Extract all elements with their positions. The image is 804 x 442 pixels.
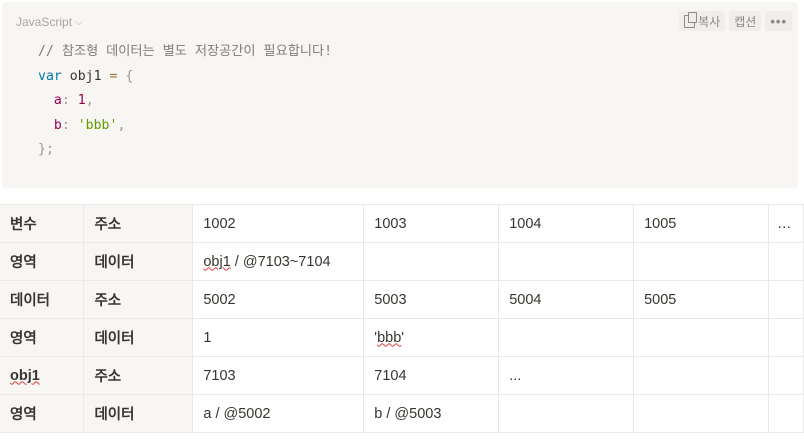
table-cell[interactable] <box>498 242 635 281</box>
table-cell[interactable]: 데이터 <box>83 318 194 357</box>
language-selector[interactable]: JavaScript ⌵ <box>16 15 83 29</box>
table-cell[interactable]: obj1 / @7103~7104 <box>192 242 365 281</box>
table-row: 영역 데이터 a / @5002 b / @5003 <box>0 394 804 433</box>
table-cell[interactable] <box>767 394 804 433</box>
cell-text: ' <box>401 329 405 346</box>
table-cell[interactable] <box>498 394 635 433</box>
code-comment: // 참조형 데이터는 별도 저장공간이 필요합니다! <box>38 44 333 59</box>
table-cell[interactable] <box>498 318 635 357</box>
table-cell[interactable]: 5005 <box>633 280 769 319</box>
code-content[interactable]: // 참조형 데이터는 별도 저장공간이 필요합니다! var obj1 = {… <box>38 40 332 163</box>
cell-text: obj1 <box>10 367 40 384</box>
table-cell[interactable]: 'bbb' <box>363 318 500 357</box>
table-cell[interactable]: 1003 <box>363 204 500 243</box>
table-row: 영역 데이터 obj1 / @7103~7104 <box>0 242 804 281</box>
chevron-down-icon: ⌵ <box>75 16 83 28</box>
table-cell[interactable]: 1005 <box>633 204 769 243</box>
table-cell[interactable]: 영역 <box>0 242 85 281</box>
table-cell[interactable]: b / @5003 <box>363 394 500 433</box>
table-cell[interactable]: a / @5002 <box>192 394 365 433</box>
table-cell[interactable]: 1 <box>192 318 365 357</box>
caption-label: 캡션 <box>734 14 757 29</box>
table-cell[interactable] <box>633 394 769 433</box>
table-cell[interactable]: 데이터 <box>83 394 194 433</box>
code-punctuation: : <box>61 117 70 133</box>
table-cell[interactable]: 5003 <box>363 280 500 319</box>
memory-table: 변수 주소 1002 1003 1004 1005 … 영역 데이터 obj1 … <box>0 204 804 433</box>
more-options-icon[interactable]: ••• <box>765 11 792 31</box>
code-block[interactable]: JavaScript ⌵ 복사 캡션 ••• // 참조형 데이터는 별도 저장… <box>2 2 798 188</box>
code-punctuation: , <box>85 93 94 109</box>
code-keyword: var <box>38 68 62 84</box>
table-cell[interactable]: 7104 <box>363 356 500 395</box>
code-punctuation: : <box>61 93 70 109</box>
table-row: 변수 주소 1002 1003 1004 1005 … <box>0 204 804 243</box>
copy-label: 복사 <box>698 14 721 29</box>
table-row: 데이터 주소 5002 5003 5004 5005 <box>0 280 804 319</box>
table-row: obj1 주소 7103 7104 ... <box>0 356 804 395</box>
table-cell[interactable]: 5002 <box>192 280 365 319</box>
table-cell[interactable]: ... <box>498 356 635 395</box>
table-row: 영역 데이터 1 'bbb' <box>0 318 804 357</box>
code-property: b <box>53 117 62 133</box>
table-cell[interactable]: … <box>767 204 804 243</box>
table-cell[interactable]: obj1 <box>0 356 85 395</box>
table-cell[interactable]: 7103 <box>192 356 365 395</box>
table-cell[interactable] <box>633 356 769 395</box>
code-number: 1 <box>69 93 86 109</box>
table-cell[interactable] <box>363 242 500 281</box>
code-identifier: obj1 <box>61 68 110 84</box>
table-cell[interactable]: 1004 <box>498 204 635 243</box>
copy-button[interactable]: 복사 <box>679 11 726 31</box>
table-cell[interactable] <box>767 280 804 319</box>
table-cell[interactable]: 5004 <box>498 280 635 319</box>
table-cell[interactable] <box>767 356 804 395</box>
code-property: a <box>53 93 62 109</box>
cell-text: / @7103~7104 <box>230 253 331 270</box>
table-cell[interactable]: 데이터 <box>83 242 194 281</box>
table-cell[interactable] <box>767 318 804 357</box>
language-label: JavaScript <box>16 15 73 29</box>
copy-icon <box>684 11 698 28</box>
code-string: 'bbb' <box>69 117 118 133</box>
table-cell[interactable]: 주소 <box>83 356 194 395</box>
table-cell[interactable]: 영역 <box>0 394 85 433</box>
code-punctuation: , <box>117 117 126 133</box>
table-cell[interactable] <box>633 242 769 281</box>
table-cell[interactable]: 변수 <box>0 204 85 243</box>
table-cell[interactable]: 주소 <box>83 204 194 243</box>
cell-text: obj1 <box>203 253 231 270</box>
cell-text: ' <box>374 329 378 346</box>
code-operator: = <box>109 68 118 84</box>
code-actions: 복사 캡션 ••• <box>679 11 792 31</box>
table-cell[interactable]: 데이터 <box>0 280 85 319</box>
code-punctuation: }; <box>38 142 54 158</box>
code-punctuation: { <box>117 68 134 84</box>
table-cell[interactable]: 주소 <box>83 280 194 319</box>
table-cell[interactable]: 1002 <box>192 204 365 243</box>
table-cell[interactable] <box>633 318 769 357</box>
table-cell[interactable] <box>767 242 804 281</box>
caption-button[interactable]: 캡션 <box>729 11 762 31</box>
cell-text: bbb <box>377 329 402 346</box>
table-cell[interactable]: 영역 <box>0 318 85 357</box>
